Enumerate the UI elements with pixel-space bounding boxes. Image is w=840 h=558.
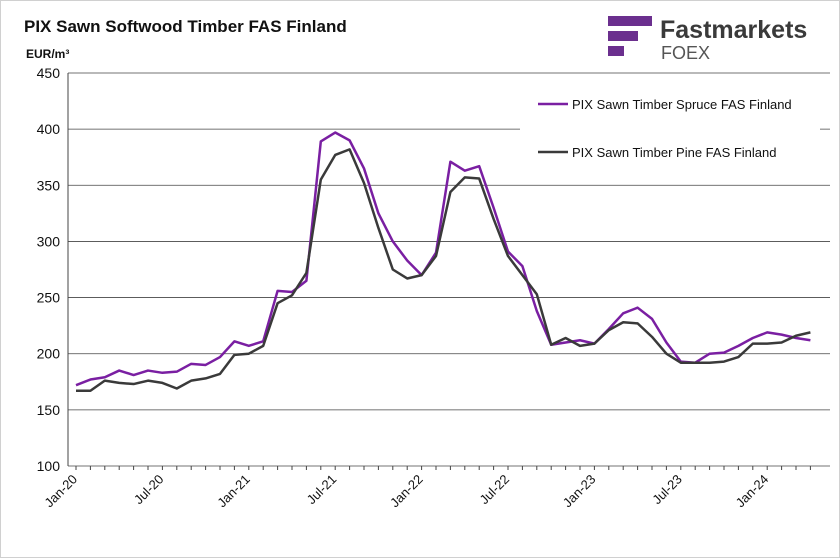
y-tick-label: 400 (37, 121, 61, 137)
logo-bar (608, 16, 652, 26)
logo-bar (608, 31, 638, 41)
y-tick-label: 450 (37, 65, 61, 81)
logo-name: Fastmarkets (660, 16, 807, 44)
y-tick-label: 350 (37, 177, 61, 193)
logo: Fastmarkets FOEX (608, 16, 807, 63)
logo-bar (608, 46, 624, 56)
y-tick-label: 150 (37, 402, 61, 418)
y-tick-label: 100 (37, 458, 61, 474)
legend-label: PIX Sawn Timber Spruce FAS Finland (572, 97, 792, 112)
logo-sub: FOEX (661, 43, 710, 63)
y-tick-label: 200 (37, 346, 61, 362)
legend-label: PIX Sawn Timber Pine FAS Finland (572, 145, 776, 160)
chart-title: PIX Sawn Softwood Timber FAS Finland (24, 17, 347, 36)
series-line (76, 148, 811, 393)
y-axis-label: EUR/m³ (26, 47, 69, 61)
y-tick-label: 300 (37, 233, 61, 249)
y-tick-label: 250 (37, 290, 61, 306)
legend-box (520, 86, 820, 176)
